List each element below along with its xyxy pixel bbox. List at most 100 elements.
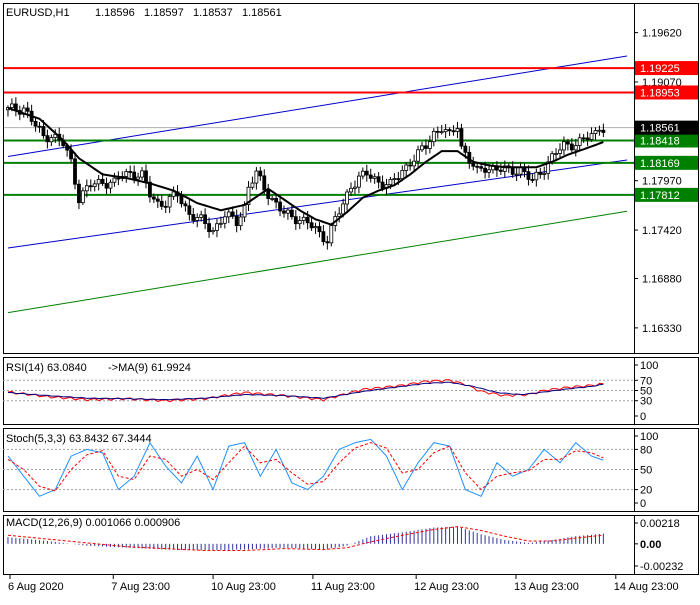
candle-body xyxy=(230,211,235,217)
price-drawings xyxy=(4,55,634,314)
candle-body xyxy=(396,178,401,180)
candle-body xyxy=(33,120,38,127)
candle-body xyxy=(128,171,133,173)
candle-body xyxy=(526,171,531,180)
macd-tick-label: -0.00232 xyxy=(640,561,683,573)
macd-panel: 0.00218 0.00 -0.00232 xyxy=(7,518,683,573)
macd-tick-label: 0.00218 xyxy=(640,518,680,530)
long-trend-line xyxy=(7,210,628,314)
support-level-label: 1.18169 xyxy=(640,158,680,170)
candle-body xyxy=(400,170,405,179)
time-tick-label: 14 Aug 23:00 xyxy=(614,581,679,593)
candle-body xyxy=(148,181,152,198)
candle-body xyxy=(49,137,54,143)
candle-body xyxy=(416,149,420,162)
price-tick-label: 1.17420 xyxy=(642,225,682,237)
support-level-tag xyxy=(635,155,698,170)
ohlc-low: 1.18537 xyxy=(193,7,233,19)
candle-body xyxy=(45,135,50,143)
candle-body xyxy=(80,190,85,204)
candle-body xyxy=(514,173,519,176)
candle-body xyxy=(73,158,77,185)
candle-body xyxy=(471,162,476,167)
candle-body xyxy=(554,153,558,155)
time-tick-label: 11 Aug 23:00 xyxy=(311,581,375,593)
moving-average-line xyxy=(7,107,604,226)
candle-body xyxy=(412,160,417,167)
macd-title: MACD(12,26,9) 0.001066 0.000906 xyxy=(6,517,180,529)
candle-body xyxy=(254,170,259,184)
candle-body xyxy=(345,191,349,205)
stoch-d-line xyxy=(7,442,604,492)
stoch-title: Stoch(5,3,3) 63.8432 67.3444 xyxy=(6,433,152,445)
candle-body xyxy=(10,103,14,108)
candle-body xyxy=(443,129,448,133)
candle-body xyxy=(301,216,306,221)
candle-body xyxy=(439,131,444,134)
candle-body xyxy=(337,213,342,217)
osc-tick-label: 100 xyxy=(640,360,658,372)
candle-body xyxy=(530,179,535,181)
candle-body xyxy=(159,200,164,207)
resistance-level-label: 1.18953 xyxy=(640,87,680,99)
osc-tick-label: 100 xyxy=(640,431,658,443)
candle-body xyxy=(392,178,397,180)
channel-lower-line xyxy=(7,159,628,249)
candle-body xyxy=(242,204,247,218)
candle-body xyxy=(502,165,507,172)
current-price-tag xyxy=(635,120,698,135)
osc-tick-label: 50 xyxy=(640,386,652,398)
candle-body xyxy=(364,170,369,176)
panel-titles: EURUSD,H1 1.18596 1.18597 1.18537 1.1856… xyxy=(6,7,282,529)
candle-body xyxy=(77,183,81,204)
time-tick-label: 13 Aug 23:00 xyxy=(514,581,579,593)
candle-body xyxy=(329,225,334,244)
candlestick-series xyxy=(6,97,606,250)
candle-body xyxy=(92,183,97,188)
moving-average-series xyxy=(7,107,604,226)
candle-body xyxy=(341,203,346,215)
candle-body xyxy=(498,169,503,172)
candle-body xyxy=(262,175,267,191)
candle-body xyxy=(475,165,480,168)
candle-body xyxy=(37,125,42,128)
candle-body xyxy=(313,226,318,229)
candle-body xyxy=(132,171,137,180)
candle-body xyxy=(84,185,89,192)
price-axis: 1.196201.190701.185201.179701.174201.168… xyxy=(634,28,698,335)
candle-body xyxy=(372,176,377,179)
candle-body xyxy=(479,166,484,169)
candle-body xyxy=(151,196,156,200)
candle-body xyxy=(431,130,436,143)
panel-frame-macd xyxy=(3,515,699,575)
candle-body xyxy=(171,191,176,197)
candle-body xyxy=(459,128,464,147)
candle-body xyxy=(112,177,117,183)
candle-body xyxy=(88,185,93,188)
candle-body xyxy=(116,177,121,180)
candle-body xyxy=(163,205,168,208)
price-panel xyxy=(4,55,634,314)
candle-body xyxy=(293,216,298,225)
candle-body xyxy=(226,211,231,218)
candle-body xyxy=(408,164,413,167)
candle-body xyxy=(207,223,211,233)
candle-body xyxy=(577,137,582,146)
candle-body xyxy=(108,181,113,189)
macd-tick-label: 0.00 xyxy=(640,539,661,551)
candle-body xyxy=(211,230,215,233)
candle-body xyxy=(195,217,200,221)
candle-body xyxy=(562,141,566,151)
candle-body xyxy=(309,222,314,229)
candle-body xyxy=(187,205,192,215)
candle-body xyxy=(321,231,326,243)
candle-body xyxy=(585,137,590,140)
rsi-ma-line xyxy=(7,381,604,401)
candle-body xyxy=(140,170,144,178)
resistance-level-tag xyxy=(635,61,698,76)
candle-body xyxy=(451,130,456,133)
candle-body xyxy=(589,133,594,140)
candle-body xyxy=(538,171,543,175)
price-tick-label: 1.16330 xyxy=(642,323,682,335)
